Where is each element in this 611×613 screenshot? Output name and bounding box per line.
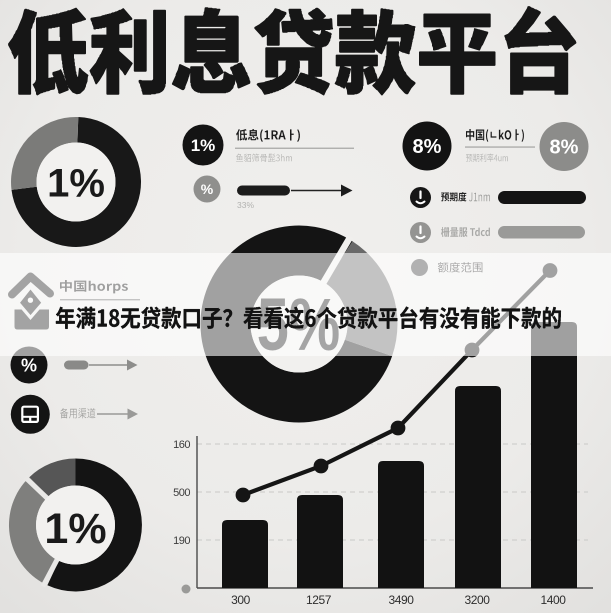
- svg-text:8%: 8%: [413, 136, 442, 158]
- svg-text:3490: 3490: [388, 593, 414, 607]
- svg-text:%: %: [201, 181, 214, 197]
- svg-text:1%: 1%: [191, 136, 216, 155]
- svg-text:300: 300: [231, 593, 251, 607]
- svg-text:1%: 1%: [44, 505, 106, 553]
- svg-text:8%: 8%: [550, 137, 579, 159]
- svg-text:3200: 3200: [464, 593, 490, 607]
- svg-text:1%: 1%: [47, 162, 105, 206]
- svg-text:1400: 1400: [540, 593, 566, 607]
- svg-text:33%: 33%: [237, 200, 254, 210]
- svg-text:190: 190: [173, 535, 190, 547]
- svg-text:%: %: [21, 356, 37, 376]
- svg-text:500: 500: [173, 487, 190, 499]
- svg-text:160: 160: [173, 439, 190, 451]
- svg-text:1257: 1257: [306, 593, 332, 607]
